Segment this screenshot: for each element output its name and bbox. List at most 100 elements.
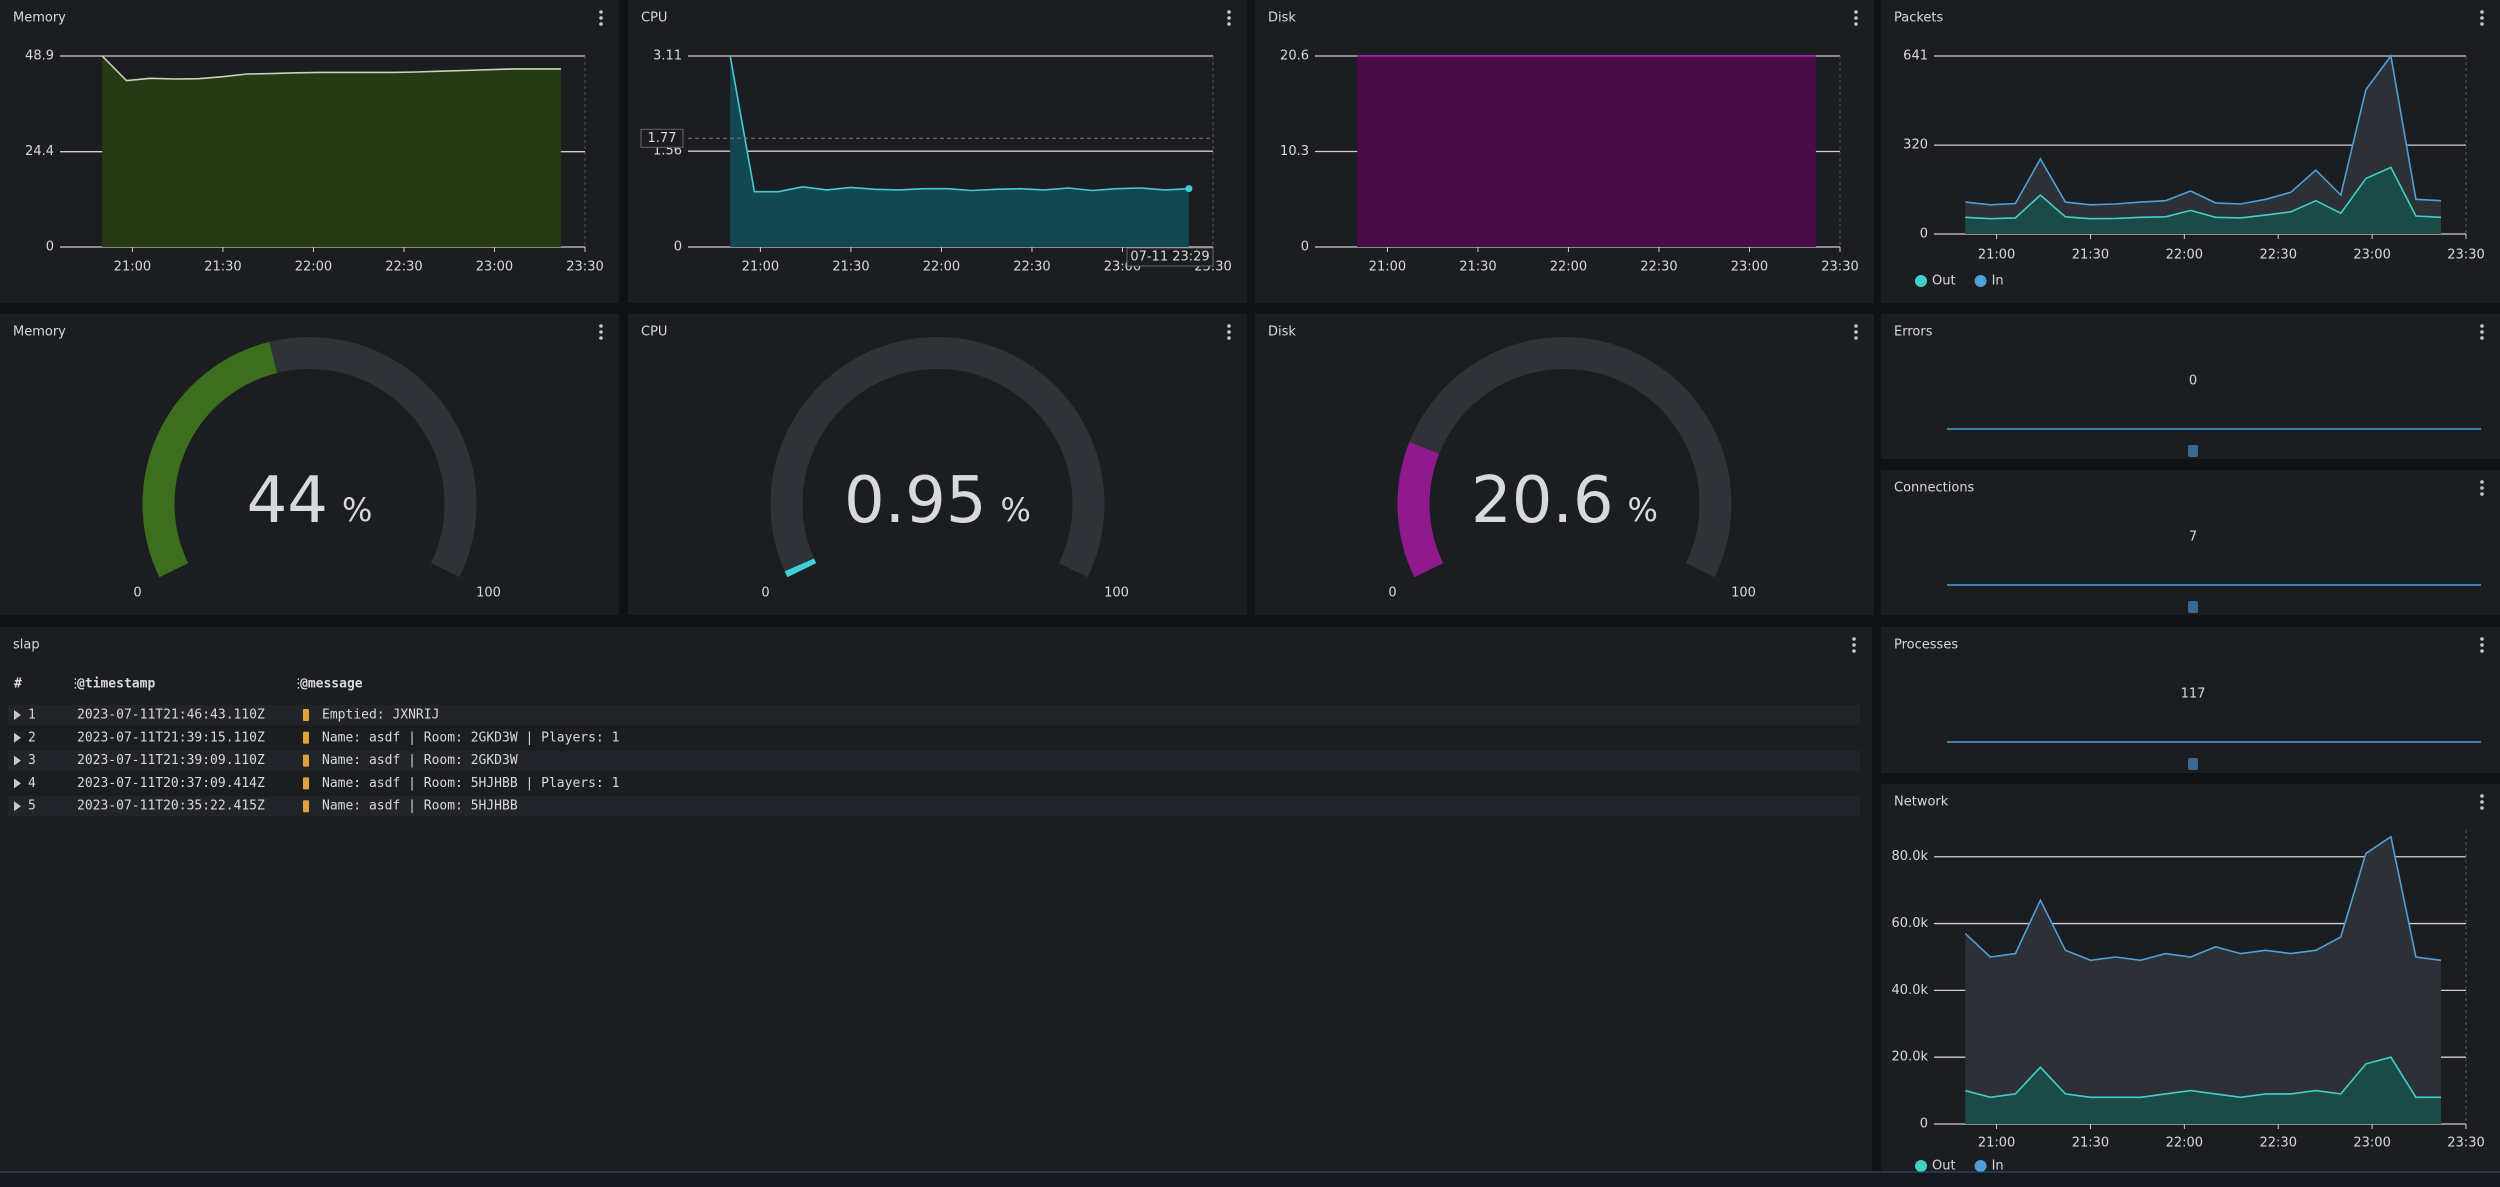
panel: Network 0 20.0k 40.0k 60.0k 80.0k 21:00 21:30 22… xyxy=(1881,784,2500,1174)
y-tick-label: 20.6 xyxy=(1280,49,1309,64)
legend-item[interactable]: Out xyxy=(1915,274,1956,289)
y-tick-label: 40.0k xyxy=(1892,983,1929,998)
panel: Errors 0 xyxy=(1881,314,2500,459)
x-tick-label: 22:00 xyxy=(295,260,332,275)
area xyxy=(102,56,561,247)
panel: Connections 7 xyxy=(1881,470,2500,615)
legend-item[interactable]: In xyxy=(1974,274,2004,289)
x-tick-label: 21:30 xyxy=(1459,260,1496,275)
menu-button[interactable] xyxy=(1227,324,1231,340)
row-message: Name: asdf | Room: 5HJHBB xyxy=(322,799,518,814)
menu-button[interactable] xyxy=(599,324,603,340)
column-header: # xyxy=(14,677,22,692)
menu-button[interactable] xyxy=(2480,637,2484,653)
menu-button[interactable] xyxy=(1227,10,1231,26)
stat-value: 7 xyxy=(2189,530,2197,545)
legend-label: In xyxy=(1992,274,2004,289)
panel: slap# @timestamp⋮ @message⋮1 2023-07-11T21:… xyxy=(0,627,1872,1172)
x-tick-label: 23:30 xyxy=(566,260,603,275)
menu-button[interactable] xyxy=(2480,794,2484,810)
menu-dot xyxy=(599,330,603,334)
panel: Memory 0 24.4 48.9 21:00 21:30 22:00 22:30 23:00… xyxy=(0,0,619,303)
row-icon xyxy=(303,709,309,721)
legend-item[interactable]: Out xyxy=(1915,1159,1956,1174)
x-tick-label: 22:30 xyxy=(1013,260,1050,275)
row-background xyxy=(8,750,1860,771)
expand-arrow xyxy=(14,732,21,743)
menu-dot xyxy=(599,336,603,340)
row-background xyxy=(8,773,1860,794)
menu-dot xyxy=(2480,336,2484,340)
time-label: 07-11 23:29 xyxy=(1130,250,1209,265)
y-tick-label: 60.0k xyxy=(1892,916,1929,931)
x-tick-label: 22:00 xyxy=(2166,1136,2203,1151)
menu-button[interactable] xyxy=(2480,324,2484,340)
area xyxy=(1965,1057,2441,1124)
menu-dot xyxy=(1227,16,1231,20)
panel: Memory 44 % 0 100 xyxy=(0,314,619,615)
y-tick-label: 24.4 xyxy=(25,144,54,159)
menu-button[interactable] xyxy=(1854,10,1858,26)
menu-dot xyxy=(1854,22,1858,26)
x-tick-label: 21:30 xyxy=(2072,248,2109,263)
menu-dot xyxy=(2480,480,2484,484)
gauge-readout: 0.95% xyxy=(844,464,1031,538)
log-row[interactable]: 3 2023-07-11T21:39:09.110Z Name: asdf | Ro… xyxy=(8,750,1860,771)
panel-title: Memory xyxy=(13,325,66,340)
menu-dot xyxy=(2480,16,2484,20)
menu-dot xyxy=(2480,324,2484,328)
x-tick-label: 23:30 xyxy=(2447,248,2484,263)
log-row[interactable]: 5 2023-07-11T20:35:22.415Z Name: asdf | Ro… xyxy=(8,796,1860,817)
menu-dot xyxy=(1227,336,1231,340)
legend-label: Out xyxy=(1932,274,1956,289)
menu-button[interactable] xyxy=(1854,324,1858,340)
x-tick-label: 21:00 xyxy=(1978,1136,2015,1151)
log-row[interactable]: 2 2023-07-11T21:39:15.110Z Name: asdf | Ro… xyxy=(8,727,1860,748)
panel-background xyxy=(1881,470,2500,615)
line xyxy=(1965,166,2442,220)
log-row[interactable]: 1 2023-07-11T21:46:43.110Z Emptied: JXNRIJ xyxy=(8,705,1860,725)
crosshair-label: 1.77 xyxy=(648,131,677,146)
menu-dot xyxy=(599,324,603,328)
x-tick-label: 23:30 xyxy=(2447,1136,2484,1151)
stat-value: 0 xyxy=(2189,374,2197,389)
menu-button[interactable] xyxy=(599,10,603,26)
x-tick-label: 21:00 xyxy=(1978,248,2015,263)
menu-dot xyxy=(2480,643,2484,647)
y-tick-label: 48.9 xyxy=(25,49,54,64)
menu-dot xyxy=(1227,22,1231,26)
menu-dot xyxy=(1852,649,1856,653)
gauge-value-arc xyxy=(142,341,278,578)
panel-title: Errors xyxy=(1894,325,1933,340)
y-tick-label: 0 xyxy=(674,240,682,255)
row-index: 2 xyxy=(28,730,36,745)
row-icon xyxy=(303,800,309,813)
time-label-box xyxy=(1126,247,1214,267)
column-handle: ⋮ xyxy=(69,677,82,692)
gauge-value-arc xyxy=(784,558,817,578)
legend-label: Out xyxy=(1932,1159,1956,1174)
menu-dot xyxy=(599,16,603,20)
sparkline-marker xyxy=(2188,758,2198,770)
line xyxy=(1964,835,2442,962)
log-row[interactable]: 4 2023-07-11T20:37:09.414Z Name: asdf | Ro… xyxy=(8,773,1860,794)
x-tick-label: 21:00 xyxy=(1369,260,1406,275)
menu-button[interactable] xyxy=(2480,480,2484,496)
y-tick-label: 0 xyxy=(46,240,54,255)
line xyxy=(101,55,561,82)
y-tick-label: 20.0k xyxy=(1892,1050,1929,1065)
gauge-max: 100 xyxy=(1104,586,1129,601)
x-tick-label: 21:30 xyxy=(204,260,241,275)
y-tick-label: 80.0k xyxy=(1892,849,1929,864)
area xyxy=(1357,56,1816,247)
panel-title: CPU xyxy=(641,325,667,340)
menu-button[interactable] xyxy=(1852,637,1856,653)
legend-item[interactable]: In xyxy=(1974,1159,2004,1174)
menu-dot xyxy=(1854,10,1858,14)
menu-button[interactable] xyxy=(2480,10,2484,26)
legend-swatch xyxy=(1915,275,1927,287)
row-timestamp: 2023-07-11T21:46:43.110Z xyxy=(77,708,265,723)
legend-swatch xyxy=(1915,1160,1927,1172)
area xyxy=(1965,56,2441,234)
